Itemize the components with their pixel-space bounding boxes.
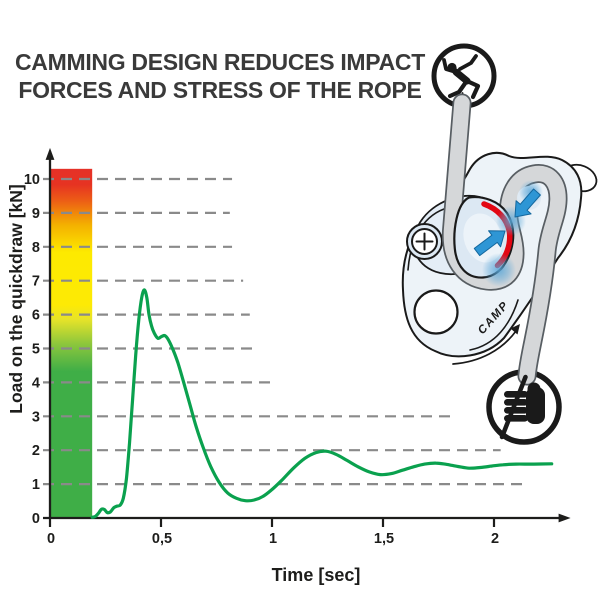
fist-finger-3 (504, 407, 528, 414)
svg-text:1: 1 (269, 531, 277, 547)
load-time-chart: 0 1 2 3 4 5 6 7 8 9 10 0 0,5 1 1,5 2 Load on the quickdr… (6, 147, 571, 585)
climber-leg-left (447, 79, 469, 99)
load-curve (90, 288, 554, 519)
carabiner-hole (413, 289, 459, 335)
svg-text:7: 7 (32, 274, 40, 290)
fist-back (526, 387, 545, 424)
svg-text:1: 1 (32, 477, 40, 493)
pivot-rivet (406, 223, 443, 260)
x-axis-arrow (558, 513, 571, 523)
y-axis-arrow (45, 147, 55, 160)
fist-finger-2 (504, 399, 528, 406)
cam-rotation-arrow (452, 324, 520, 365)
svg-text:0,5: 0,5 (152, 531, 172, 547)
hand-gripping-rope-icon (499, 374, 545, 440)
y-gridlines (43, 177, 528, 486)
falling-climber-icon (431, 43, 497, 109)
svg-text:9: 9 (32, 206, 40, 222)
force-arrow-upper (514, 188, 541, 218)
x-axis-title: Time [sec] (272, 565, 361, 585)
risk-gradient-bar (50, 168, 93, 518)
svg-text:10: 10 (24, 172, 40, 188)
device-arm-edge (469, 299, 519, 351)
page-title: CAMMING DESIGN REDUCES IMPACT FORCES AND… (0, 48, 440, 104)
svg-text:2: 2 (32, 443, 40, 459)
x-tick-marks (48, 518, 496, 527)
climber-arm-right (458, 54, 478, 71)
camming-device-illustration: CAMP (401, 43, 598, 445)
y-axis-title: Load on the quickdraw [kN] (6, 184, 26, 413)
svg-text:2: 2 (491, 531, 499, 547)
svg-text:4: 4 (32, 375, 40, 391)
fist-finger-4 (504, 415, 528, 422)
svg-text:3: 3 (32, 409, 40, 425)
svg-text:0: 0 (32, 511, 40, 527)
svg-text:0: 0 (47, 531, 55, 547)
force-arrow-lower (473, 230, 506, 257)
pressure-glow-lower (482, 253, 516, 287)
axes (43, 147, 571, 523)
svg-text:5: 5 (32, 342, 40, 358)
title-line-1: CAMMING DESIGN REDUCES IMPACT (15, 49, 425, 75)
climber-arm-left (442, 58, 458, 74)
svg-text:1,5: 1,5 (374, 531, 394, 547)
svg-text:6: 6 (32, 308, 40, 324)
cam-inner-face (463, 213, 503, 263)
climber-torso (452, 68, 471, 85)
climber-leg-right (464, 78, 481, 100)
y-tick-labels: 0 1 2 3 4 5 6 7 8 9 10 (24, 172, 40, 527)
svg-text:8: 8 (32, 240, 40, 256)
title-line-2: FORCES AND STRESS OF THE ROPE (18, 77, 422, 103)
fist-finger-1 (504, 391, 528, 398)
x-tick-labels: 0 0,5 1 1,5 2 (47, 531, 499, 547)
